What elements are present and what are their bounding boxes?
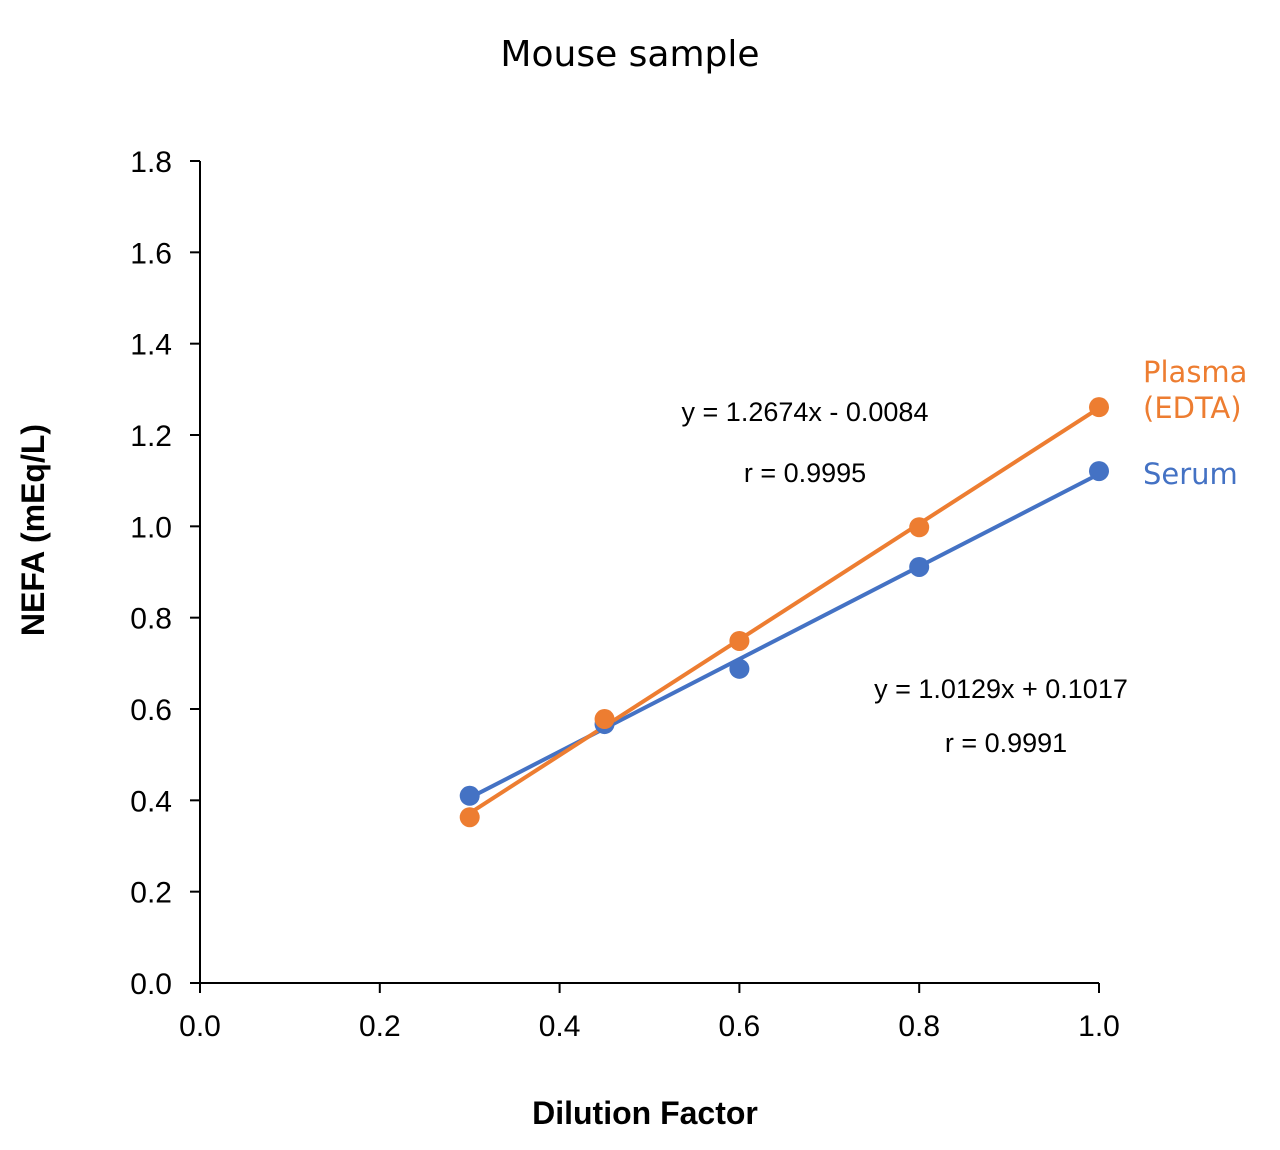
serum-data-point [1089, 461, 1109, 482]
y-tick-label: 0.8 [130, 603, 172, 636]
axes: 0.0 0.2 0.4 0.6 0.8 1.0 0.0 0.2 0.4 0.6 0.8 1.0 1.2 1… [130, 146, 1120, 1043]
x-tick-label: 0.8 [898, 1010, 940, 1043]
chart-title: Mouse sample [500, 34, 759, 75]
plasma-data-point [459, 807, 480, 828]
legend-serum: Serum [1143, 457, 1238, 491]
x-tick-label: 0.6 [719, 1010, 761, 1043]
y-tick-label: 1.0 [130, 511, 172, 544]
plasma-equation: y = 1.2674x - 0.0084 [682, 397, 929, 427]
y-tick-label: 0.6 [130, 694, 172, 727]
y-tick-label: 1.2 [130, 420, 172, 453]
x-axis-label: Dilution Factor [532, 1095, 758, 1131]
y-tick-label: 1.8 [130, 146, 172, 179]
x-tick-label: 0.0 [179, 1010, 221, 1043]
plasma-r-value: r = 0.9995 [744, 458, 866, 488]
serum-equation: y = 1.0129x + 0.1017 [874, 674, 1128, 704]
plasma-data-point [909, 517, 930, 538]
serum-r-value: r = 0.9991 [945, 728, 1067, 758]
plasma-data-point [1089, 397, 1109, 418]
x-tick-label: 1.0 [1078, 1010, 1120, 1043]
y-tick-label: 1.4 [130, 329, 172, 362]
plot-marks [459, 397, 1109, 828]
serum-data-point [459, 785, 480, 806]
y-tick-label: 1.6 [130, 237, 172, 270]
serum-data-point [909, 556, 930, 577]
serum-data-point [729, 658, 750, 679]
y-tick-label: 0.0 [130, 968, 172, 1001]
plasma-data-point [729, 630, 750, 651]
plasma-trendline [468, 406, 1101, 815]
x-tick-label: 0.4 [539, 1010, 581, 1043]
y-tick-label: 0.2 [130, 877, 172, 910]
plasma-data-point [594, 709, 615, 730]
x-tick-label: 0.2 [359, 1010, 401, 1043]
y-tick-label: 0.4 [130, 785, 172, 818]
y-axis-label: NEFA (mEq/L) [15, 424, 51, 636]
legend-plasma-line2: (EDTA) [1143, 391, 1242, 425]
legend-plasma-line1: Plasma [1143, 355, 1247, 389]
